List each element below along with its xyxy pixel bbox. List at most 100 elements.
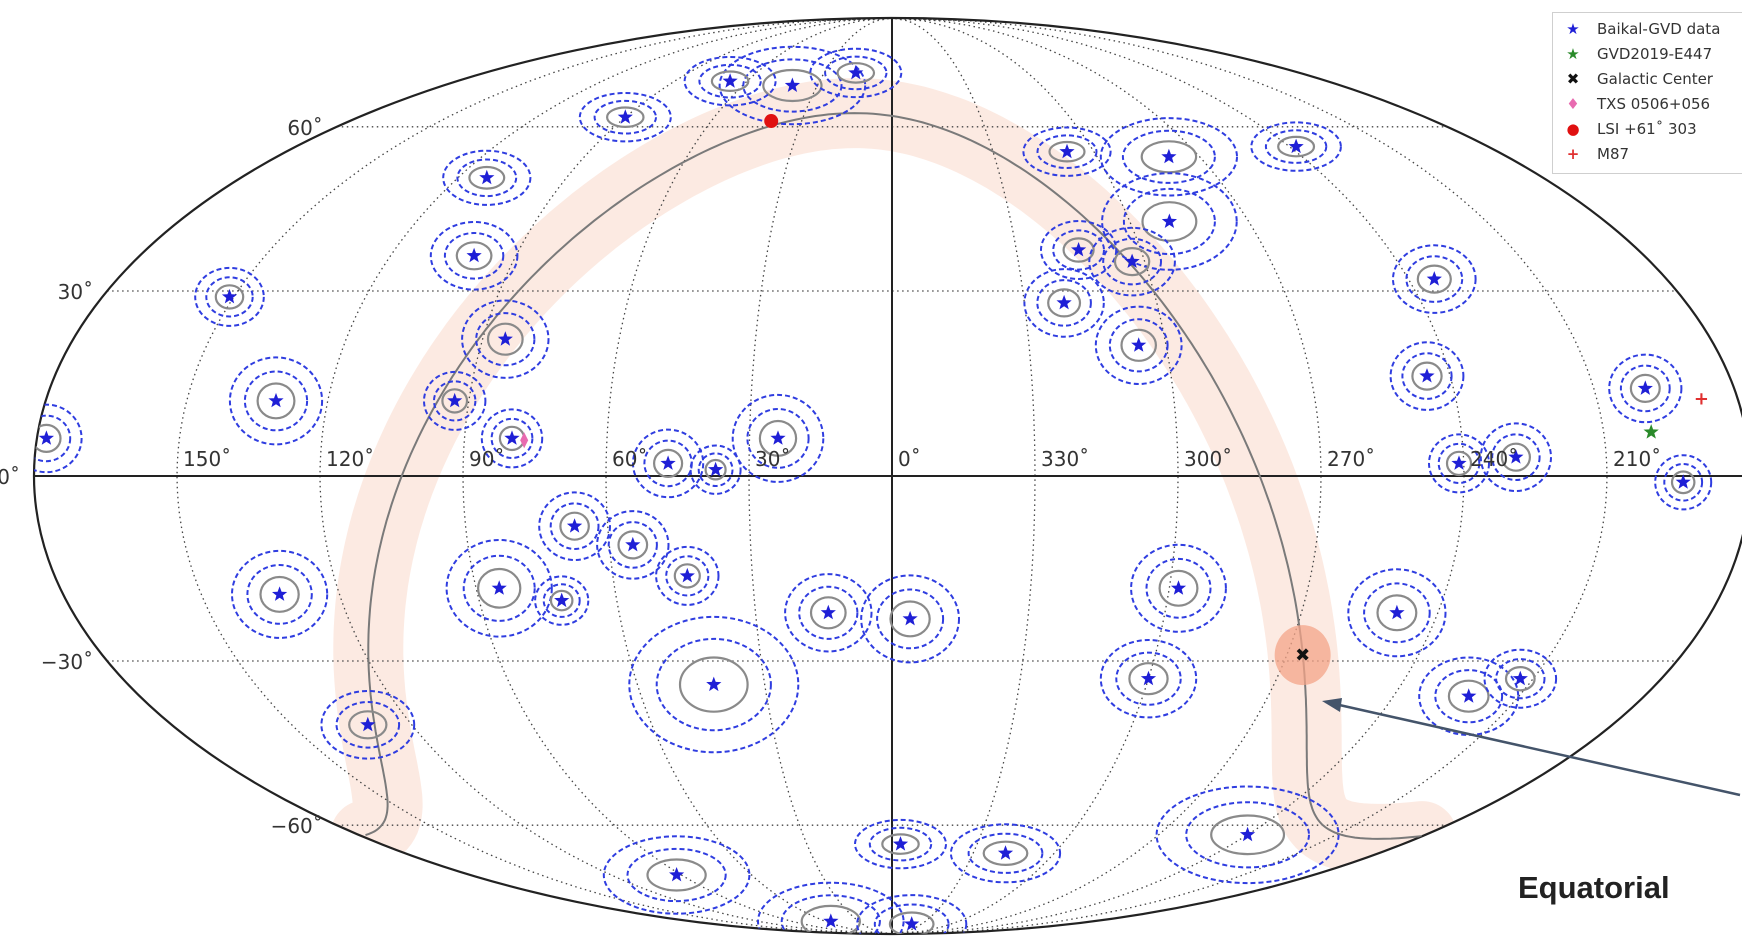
error-contour-inner <box>468 165 506 190</box>
error-contour-outer <box>320 690 416 760</box>
event-group <box>1654 454 1713 511</box>
event-star <box>708 461 724 477</box>
event-star <box>1426 271 1442 286</box>
error-contour-middle <box>542 583 581 618</box>
galactic-plane-line <box>365 112 1423 840</box>
error-contour-inner <box>710 70 750 92</box>
event-star <box>504 430 520 445</box>
event-star <box>1131 337 1147 352</box>
ra-tick-label: 330˚ <box>1041 447 1089 471</box>
error-contour-inner <box>704 458 727 481</box>
error-contour-inner <box>559 511 590 541</box>
event-group <box>856 894 968 934</box>
error-contour-outer <box>1418 656 1520 736</box>
event-star <box>625 536 641 552</box>
event-star <box>221 288 238 304</box>
error-contour-inner <box>809 596 847 630</box>
error-contour-middle <box>1437 442 1481 484</box>
annotation-arrow <box>1325 700 1741 797</box>
error-contour-inner <box>214 284 245 310</box>
event-group <box>1428 433 1490 494</box>
ra-tick-label: 270˚ <box>1327 447 1375 471</box>
event-star <box>1056 294 1072 310</box>
dec-tick-label: 60˚ <box>287 116 322 140</box>
event-group <box>784 573 873 653</box>
event-star <box>892 836 909 851</box>
legend-label: LSI +61˚ 303 <box>1597 120 1697 138</box>
error-contour-outer <box>228 356 324 446</box>
legend-item-txs: ♦ TXS 0506+056 <box>1563 92 1710 116</box>
error-contour-inner <box>652 448 684 478</box>
event-star <box>1170 580 1187 595</box>
event-star <box>1389 604 1405 620</box>
event-star <box>447 392 463 408</box>
event-group <box>1392 244 1477 314</box>
event-star <box>1071 242 1087 257</box>
error-contour-outer <box>1099 117 1239 197</box>
event-star <box>466 247 482 263</box>
event-group <box>1479 422 1553 493</box>
event-star <box>272 586 288 601</box>
error-contour-outer <box>1130 543 1227 633</box>
error-contour-inner <box>1120 328 1158 362</box>
error-contour-outer <box>480 408 544 469</box>
event-star <box>1124 253 1140 268</box>
error-contour-outer <box>596 510 670 580</box>
event-group <box>1155 785 1340 885</box>
legend-label: TXS 0506+056 <box>1597 95 1711 113</box>
error-contour-inner <box>486 322 524 356</box>
event-group <box>320 690 416 760</box>
event-group <box>1250 121 1342 172</box>
meridian-line <box>176 18 893 934</box>
event-star <box>360 716 376 732</box>
event-group <box>1099 639 1198 719</box>
event-group <box>1088 226 1176 297</box>
event-star <box>1512 670 1528 686</box>
legend-item-galactic-center: ✖ Galactic Center <box>1563 67 1713 91</box>
legend: ★ Baikal-GVD data ★ GVD2019-E447 ✖ Galac… <box>1552 12 1742 174</box>
error-contour-inner <box>549 589 574 612</box>
event-star <box>38 430 54 445</box>
error-contour-outer <box>578 92 672 143</box>
event-star <box>820 604 836 620</box>
error-contour-middle <box>876 588 945 650</box>
error-contour-middle <box>868 826 933 862</box>
error-contour-outer <box>689 444 742 495</box>
event-star <box>479 169 495 185</box>
error-contour-middle <box>1036 134 1098 169</box>
error-contour-outer <box>1023 268 1105 338</box>
error-contour-middle <box>1434 669 1504 724</box>
error-contour-middle <box>1145 557 1212 619</box>
event-group <box>442 149 532 206</box>
legend-circle-icon: ● <box>1566 119 1580 138</box>
error-contour-outer <box>809 47 903 99</box>
legend-diamond-icon: ♦ <box>1566 94 1580 113</box>
error-contour-middle <box>1036 279 1092 327</box>
error-contour-outer <box>1428 433 1490 494</box>
error-contour-middle <box>746 408 810 469</box>
event-group <box>538 491 611 562</box>
error-contour-middle <box>205 276 254 318</box>
error-contour-inner <box>605 106 645 128</box>
error-contour-middle <box>1185 801 1310 869</box>
event-star <box>1288 138 1304 154</box>
error-contour-outer <box>1022 126 1112 177</box>
legend-star-icon: ★ <box>1566 44 1580 63</box>
error-contour-outer <box>231 549 329 639</box>
error-contour-outer <box>1094 305 1183 385</box>
event-star <box>1451 455 1467 470</box>
error-contour-inner <box>259 575 300 613</box>
ra-tick-label: 90˚ <box>469 447 504 471</box>
error-contour-outer <box>34 403 83 474</box>
legend-item-m87: + M87 <box>1563 142 1629 166</box>
error-contour-outer <box>949 823 1062 884</box>
error-contour-middle <box>490 417 534 459</box>
error-contour-inner <box>646 858 707 892</box>
event-star <box>1461 688 1477 703</box>
error-contour-outer <box>1654 454 1713 511</box>
lsi-marker <box>764 114 779 129</box>
event-group <box>949 823 1062 884</box>
error-contour-inner <box>256 382 296 420</box>
error-contour-outer <box>1483 648 1558 709</box>
